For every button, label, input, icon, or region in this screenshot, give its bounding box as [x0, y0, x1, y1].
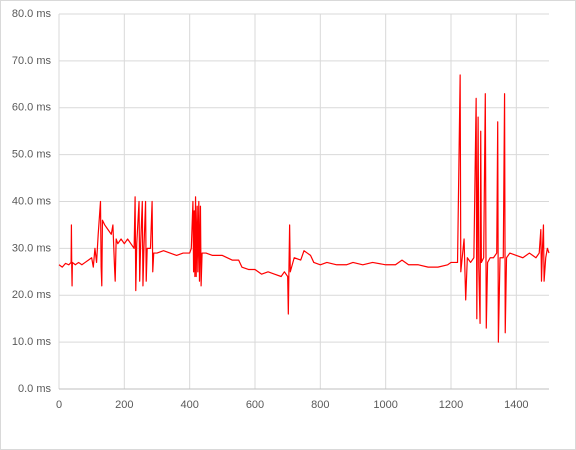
- x-tick-label: 400: [180, 399, 198, 411]
- x-tick-label: 1000: [373, 399, 397, 411]
- y-tick-label: 10.0 ms: [12, 336, 52, 348]
- x-tick-label: 1200: [439, 399, 463, 411]
- y-tick-label: 50.0 ms: [12, 149, 52, 161]
- y-tick-label: 70.0 ms: [12, 55, 52, 67]
- x-tick-label: 1400: [504, 399, 528, 411]
- y-tick-label: 60.0 ms: [12, 102, 52, 114]
- y-tick-label: 20.0 ms: [12, 289, 52, 301]
- x-tick-label: 0: [56, 399, 62, 411]
- x-tick-label: 200: [115, 399, 133, 411]
- y-tick-label: 0.0 ms: [18, 383, 52, 395]
- data-line: [58, 74, 550, 343]
- y-tick-label: 30.0 ms: [12, 242, 52, 254]
- y-tick-label: 80.0 ms: [12, 8, 52, 20]
- y-tick-label: 40.0 ms: [12, 195, 52, 207]
- x-tick-label: 600: [246, 399, 264, 411]
- x-tick-label: 800: [311, 399, 329, 411]
